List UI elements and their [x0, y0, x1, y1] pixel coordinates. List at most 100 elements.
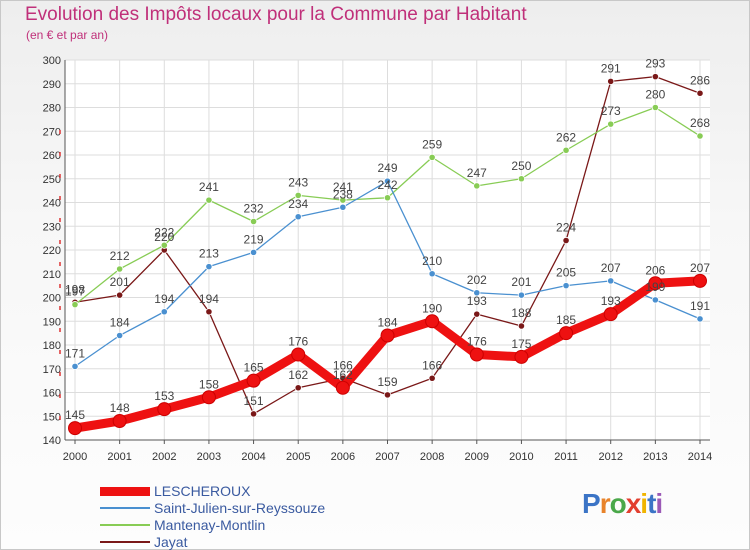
data-point-lescheroux	[157, 402, 172, 417]
data-label-jayat: 159	[377, 375, 397, 389]
legend-swatch	[100, 486, 150, 496]
data-label-mantenay-montlin: 241	[199, 180, 219, 194]
data-label-lescheroux: 145	[65, 408, 85, 422]
data-point-jayat	[562, 236, 570, 245]
data-label-mantenay-montlin: 268	[690, 116, 710, 130]
data-label-saint-julien-sur-reyssouze: 184	[110, 316, 130, 330]
data-label-saint-julien-sur-reyssouze: 238	[333, 187, 353, 201]
data-label-saint-julien-sur-reyssouze: 210	[422, 254, 442, 268]
legend-label: Mantenay-Montlin	[154, 517, 266, 533]
chart-subtitle: (en € et par an)	[26, 28, 109, 42]
x-tick-label: 2003	[197, 451, 221, 463]
data-point-saint-julien-sur-reyssouze	[205, 263, 213, 271]
data-label-lescheroux: 176	[288, 335, 308, 349]
data-label-jayat: 293	[645, 57, 665, 71]
y-tick-label: 290	[43, 79, 61, 91]
x-tick-label: 2006	[331, 451, 355, 463]
data-label-jayat: 188	[511, 306, 531, 320]
data-label-mantenay-montlin: 212	[110, 249, 130, 263]
data-label-lescheroux: 185	[556, 313, 576, 327]
data-point-jayat	[116, 291, 124, 299]
data-label-jayat: 198	[65, 282, 85, 296]
logo-letter: x	[625, 488, 642, 519]
data-label-lescheroux: 165	[244, 361, 264, 375]
data-point-lescheroux	[112, 414, 127, 428]
data-point-mantenay-montlin	[562, 146, 570, 154]
data-point-saint-julien-sur-reyssouze	[116, 331, 124, 340]
x-tick-label: 2011	[554, 451, 578, 463]
data-point-saint-julien-sur-reyssouze	[249, 248, 258, 256]
y-tick-label: 190	[43, 316, 61, 328]
data-label-jayat: 224	[556, 221, 576, 235]
data-point-jayat	[607, 77, 615, 85]
data-label-mantenay-montlin: 241	[333, 180, 353, 194]
data-label-mantenay-montlin: 232	[244, 202, 264, 216]
data-point-jayat	[428, 374, 436, 382]
x-tick-label: 2009	[465, 451, 489, 463]
proxiti-logo: Proxiti	[582, 488, 663, 520]
x-tick-label: 2013	[643, 451, 667, 463]
data-label-lescheroux: 176	[467, 335, 487, 349]
data-point-jayat	[249, 410, 258, 418]
data-point-jayat	[651, 73, 659, 81]
data-point-jayat	[696, 89, 704, 97]
data-label-saint-julien-sur-reyssouze: 219	[244, 232, 264, 246]
data-label-mantenay-montlin: 262	[556, 130, 576, 144]
data-point-saint-julien-sur-reyssouze	[651, 296, 659, 304]
data-point-saint-julien-sur-reyssouze	[473, 289, 481, 297]
data-label-jayat: 194	[199, 292, 219, 306]
data-label-mantenay-montlin: 280	[645, 88, 665, 102]
x-tick-label: 2012	[598, 451, 622, 463]
data-point-lescheroux	[246, 373, 261, 388]
data-point-saint-julien-sur-reyssouze	[607, 277, 615, 285]
y-tick-label: 230	[43, 221, 61, 233]
x-tick-label: 2002	[152, 451, 176, 463]
data-label-saint-julien-sur-reyssouze: 191	[690, 299, 710, 313]
chart-title: Evolution des Impôts locaux pour la Comm…	[25, 4, 527, 25]
data-label-mantenay-montlin: 273	[601, 104, 621, 118]
x-tick-label: 2001	[107, 451, 131, 463]
data-point-lescheroux	[693, 273, 707, 288]
data-point-lescheroux	[291, 347, 306, 362]
y-tick-label: 260	[43, 150, 61, 162]
data-label-mantenay-montlin: 243	[288, 175, 308, 189]
legend-item-mantenay-montlin: Mantenay-Montlin	[100, 517, 265, 533]
data-label-jayat: 193	[467, 294, 487, 308]
data-label-lescheroux: 162	[333, 368, 353, 382]
y-tick-label: 220	[43, 245, 61, 257]
data-label-lescheroux: 193	[601, 294, 621, 308]
data-point-lescheroux	[425, 314, 440, 329]
data-point-mantenay-montlin	[473, 182, 481, 190]
data-point-saint-julien-sur-reyssouze	[428, 270, 436, 278]
data-point-lescheroux	[514, 349, 529, 364]
data-point-lescheroux	[469, 347, 484, 362]
data-point-mantenay-montlin	[249, 217, 258, 226]
data-point-saint-julien-sur-reyssouze	[339, 203, 347, 211]
data-point-lescheroux	[559, 326, 574, 341]
y-tick-label: 140	[43, 435, 61, 447]
data-point-mantenay-montlin	[696, 132, 704, 140]
legend-swatch	[100, 507, 150, 509]
data-point-saint-julien-sur-reyssouze	[383, 177, 392, 185]
legend-item-saint-julien-sur-reyssouze: Saint-Julien-sur-Reyssouze	[100, 500, 325, 516]
data-point-mantenay-montlin	[517, 175, 526, 183]
data-point-mantenay-montlin	[651, 103, 659, 112]
data-label-mantenay-montlin: 259	[422, 137, 442, 151]
y-tick-label: 200	[43, 293, 61, 305]
data-label-lescheroux: 175	[511, 337, 531, 351]
logo-letter: i	[655, 488, 663, 519]
data-label-lescheroux: 184	[377, 316, 397, 330]
x-tick-label: 2004	[241, 451, 265, 463]
y-tick-label: 300	[43, 55, 61, 67]
x-tick-label: 2005	[286, 451, 310, 463]
logo-letter: i	[640, 488, 648, 519]
data-point-mantenay-montlin	[607, 120, 615, 128]
data-point-mantenay-montlin	[428, 153, 436, 161]
logo-letter: t	[647, 488, 656, 519]
data-label-lescheroux: 207	[690, 261, 710, 275]
legend-label: Saint-Julien-sur-Reyssouze	[154, 500, 326, 516]
data-label-saint-julien-sur-reyssouze: 199	[645, 280, 665, 294]
data-point-mantenay-montlin	[294, 191, 302, 199]
y-tick-label: 280	[43, 103, 61, 115]
